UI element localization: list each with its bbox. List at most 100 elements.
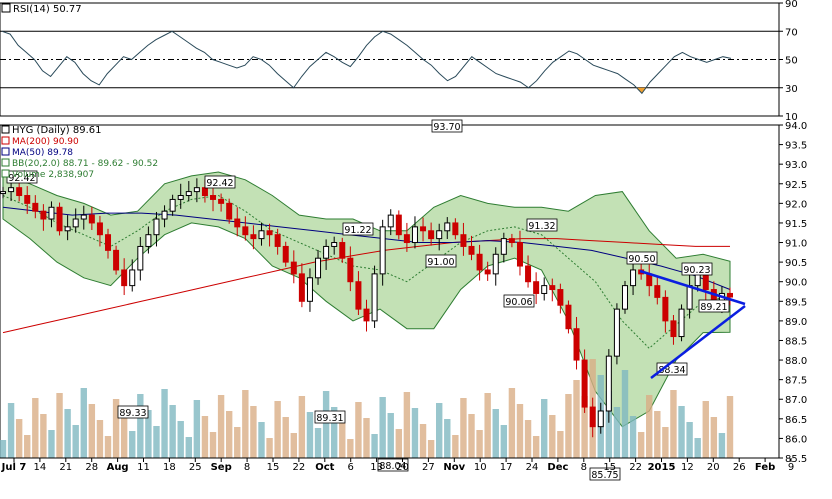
rsi-panel: 10 30 50 70 90 RSI(14) 50.77 xyxy=(0,0,798,123)
ma50-line xyxy=(2,206,731,290)
volume-bar xyxy=(427,440,435,458)
volume-bar xyxy=(330,407,338,458)
candle-body xyxy=(298,273,305,302)
candle-body xyxy=(88,214,95,224)
candle-body xyxy=(137,245,144,271)
volume-bar xyxy=(686,422,693,458)
candle-body xyxy=(113,249,120,271)
volume-bar xyxy=(88,404,96,458)
volume-bar xyxy=(145,410,152,458)
volume-bar xyxy=(347,439,354,458)
x-axis: Jul 7 14 21 28 Aug 11 18 25 Sep 8 15 22 Oct 6 13 20 27 No… xyxy=(0,457,794,473)
candle-body xyxy=(565,304,572,330)
candle-body xyxy=(533,281,540,294)
price-annotation-box xyxy=(503,294,535,308)
volume-bar xyxy=(258,422,265,458)
volume-bar xyxy=(185,437,192,458)
volume-bar xyxy=(541,399,548,458)
price-tick-label: 94.0 xyxy=(785,121,807,132)
volume-bar xyxy=(306,412,314,458)
volume-bar xyxy=(468,414,475,458)
candle-body xyxy=(468,245,475,255)
candle-body xyxy=(428,230,435,240)
price-annotation-box xyxy=(314,410,346,424)
candle-body xyxy=(8,187,15,193)
volume-bar xyxy=(662,427,669,458)
x-tick-label: 22 xyxy=(293,462,306,473)
legend-swatch xyxy=(1,158,10,167)
x-tick-label: 25 xyxy=(189,462,202,473)
candle-body xyxy=(411,226,418,244)
x-tick-label: 26 xyxy=(733,462,746,473)
legend-label: BB(20,2.0) 88.71 - 89.62 - 90.52 xyxy=(12,159,158,169)
candle-body xyxy=(484,269,491,275)
volume-bar xyxy=(557,431,564,458)
price-annotation-box xyxy=(626,251,658,265)
volume-bar xyxy=(702,401,709,458)
volume-bar xyxy=(710,417,718,458)
volume-bar xyxy=(678,406,685,458)
volume-bar xyxy=(201,416,209,458)
volume-bar xyxy=(565,394,572,458)
volume-bar xyxy=(726,396,734,458)
candle-body xyxy=(96,222,103,236)
price-tick-label: 90.0 xyxy=(785,278,807,289)
x-tick-label: 20 xyxy=(707,462,720,473)
price-annotation: 91.22 xyxy=(344,225,371,236)
candle-body xyxy=(420,226,427,232)
candle-body xyxy=(371,273,378,322)
candle-body xyxy=(161,210,168,220)
x-tick-label: 6 xyxy=(348,462,354,473)
rsi-tick-label: 70 xyxy=(785,27,798,38)
volume-bar xyxy=(193,400,201,458)
volume-bar xyxy=(549,415,556,458)
volume-bar xyxy=(500,425,508,458)
triangle-upper-line xyxy=(639,269,746,306)
volume-bar xyxy=(476,430,483,458)
candle-body xyxy=(177,195,184,200)
price-tick-label: 93.5 xyxy=(785,141,807,152)
volume-bar xyxy=(629,416,637,458)
volume-bar xyxy=(322,391,330,458)
candle-body xyxy=(605,355,612,412)
volume-bar xyxy=(274,401,281,458)
volume-bar xyxy=(516,404,524,458)
volume-bar xyxy=(137,394,144,458)
volume-bar xyxy=(484,393,491,458)
candle-body xyxy=(508,238,515,244)
candle-body xyxy=(339,242,346,259)
volume-bar xyxy=(0,440,7,458)
volume-bar xyxy=(395,429,403,458)
candle-body xyxy=(549,285,556,291)
candle-body xyxy=(686,285,693,310)
volume-bar xyxy=(169,405,176,458)
price-tick-label: 92.0 xyxy=(785,199,807,210)
rsi-tick-label: 30 xyxy=(785,84,798,95)
candle-body xyxy=(282,245,289,263)
volume-bar xyxy=(524,420,532,458)
volume-bar xyxy=(621,370,629,458)
candle-body xyxy=(105,234,112,251)
candle-body xyxy=(64,226,71,232)
volume-bar xyxy=(694,438,701,458)
volume-bar xyxy=(613,407,621,458)
price-tick-label: 89.0 xyxy=(785,317,807,328)
bollinger-band xyxy=(2,171,731,428)
volume-bar xyxy=(387,413,394,458)
x-tick-label: 13 xyxy=(370,462,383,473)
volume-bar xyxy=(32,398,39,458)
price-tick-label: 91.0 xyxy=(785,239,807,250)
candle-body xyxy=(678,308,685,338)
volume-bar xyxy=(403,392,411,458)
candle-body xyxy=(210,195,217,200)
x-tick-label: 15 xyxy=(603,462,616,473)
candle-body xyxy=(193,187,200,193)
candle-body xyxy=(621,285,628,310)
candle-body xyxy=(557,289,564,306)
volume-bar xyxy=(452,435,459,458)
candle-body xyxy=(315,257,322,279)
volume-bar xyxy=(129,431,136,458)
volume-bar xyxy=(225,411,233,458)
volume-bar xyxy=(40,414,47,458)
x-tick-label: Nov xyxy=(443,462,465,473)
